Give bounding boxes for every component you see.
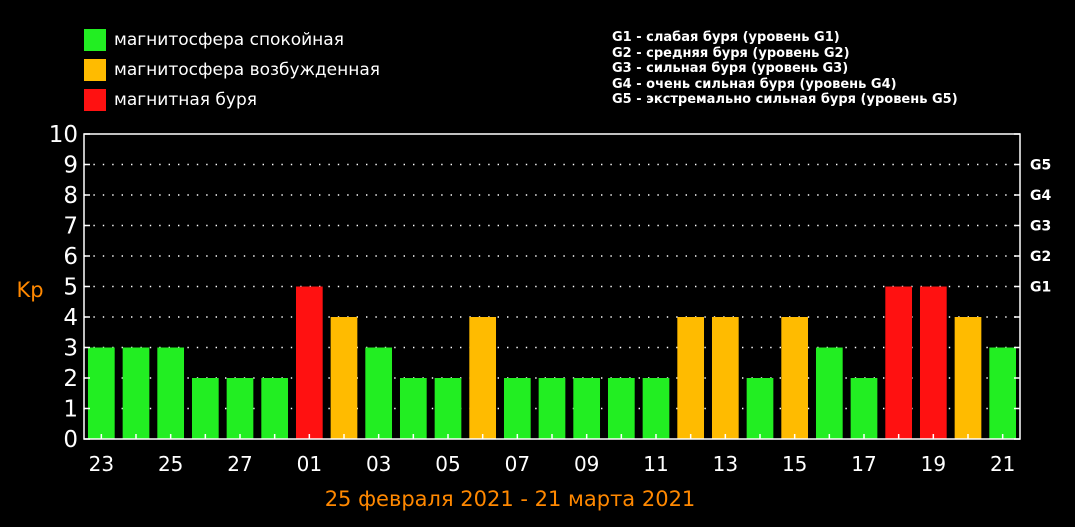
bar [642,378,670,439]
x-tick-label: 11 [643,452,668,476]
x-tick-label: 15 [782,452,807,476]
storm-level-legend: G1 - слабая буря (уровень G1) G2 - средн… [612,30,958,108]
bar [677,317,705,439]
legend-swatch-quiet [84,29,106,51]
legend-item-excited: магнитосфера возбужденная [84,59,380,81]
x-tick-label: 01 [297,452,322,476]
bar [538,378,566,439]
y-tick-label: 5 [63,275,78,301]
bar [191,378,219,439]
storm-level-g2: G2 - средняя буря (уровень G2) [612,45,850,61]
bar [157,347,185,439]
bar [573,378,601,439]
y-tick-label: 6 [63,244,78,270]
g-level-tick-label: G5 [1030,158,1051,174]
legend-label-quiet: магнитосфера спокойная [114,30,344,50]
y-tick-label: 8 [63,183,78,209]
x-tick-label: 25 [158,452,183,476]
bar [850,378,878,439]
bar [885,286,913,439]
y-tick-label: 2 [63,366,78,392]
bar [919,286,947,439]
bar [122,347,150,439]
bar [503,378,531,439]
bar [607,378,635,439]
x-tick-label: 05 [435,452,460,476]
bar [434,378,462,439]
y-tick-label: 10 [49,122,78,148]
bar [399,378,427,439]
bar [261,378,289,439]
y-tick-label: 7 [63,214,78,240]
bar [226,378,254,439]
y-axis-label: Kp [16,278,43,302]
y-tick-label: 4 [63,305,78,331]
bar [746,378,774,439]
legend-swatch-excited [84,59,106,81]
x-tick-label: 09 [574,452,599,476]
legend-item-storm: магнитная буря [84,89,257,111]
g-level-tick-label: G4 [1030,188,1051,204]
x-tick-label: 17 [851,452,876,476]
y-tick-label: 3 [63,336,78,362]
bar [330,317,358,439]
bar [954,317,982,439]
x-tick-label: 23 [89,452,114,476]
bar [989,347,1017,439]
x-tick-label: 13 [713,452,738,476]
bar [87,347,115,439]
legend-swatch-storm [84,89,106,111]
x-tick-label: 21 [990,452,1015,476]
x-axis-label: 25 февраля 2021 - 21 марта 2021 [325,487,696,511]
bar [711,317,739,439]
bar [781,317,809,439]
x-tick-label: 19 [921,452,946,476]
g-level-tick-label: G1 [1030,280,1051,296]
g-level-tick-label: G3 [1030,219,1051,235]
y-tick-label: 9 [63,153,78,179]
bar [469,317,497,439]
storm-level-g4: G4 - очень сильная буря (уровень G4) [612,76,897,92]
storm-level-g3: G3 - сильная буря (уровень G3) [612,61,849,76]
storm-level-g1: G1 - слабая буря (уровень G1) [612,30,840,45]
bar [295,286,323,439]
y-tick-label: 1 [63,397,78,423]
g-level-tick-label: G2 [1030,249,1051,265]
x-tick-label: 27 [227,452,252,476]
legend-label-storm: магнитная буря [114,90,257,110]
y-tick-label: 0 [63,427,78,453]
storm-level-g5: G5 - экстремально сильная буря (уровень … [612,92,958,107]
bar [365,347,393,439]
x-tick-label: 07 [505,452,530,476]
bar [815,347,843,439]
legend-item-quiet: магнитосфера спокойная [84,29,344,51]
legend-label-excited: магнитосфера возбужденная [114,60,380,80]
x-tick-label: 03 [366,452,391,476]
